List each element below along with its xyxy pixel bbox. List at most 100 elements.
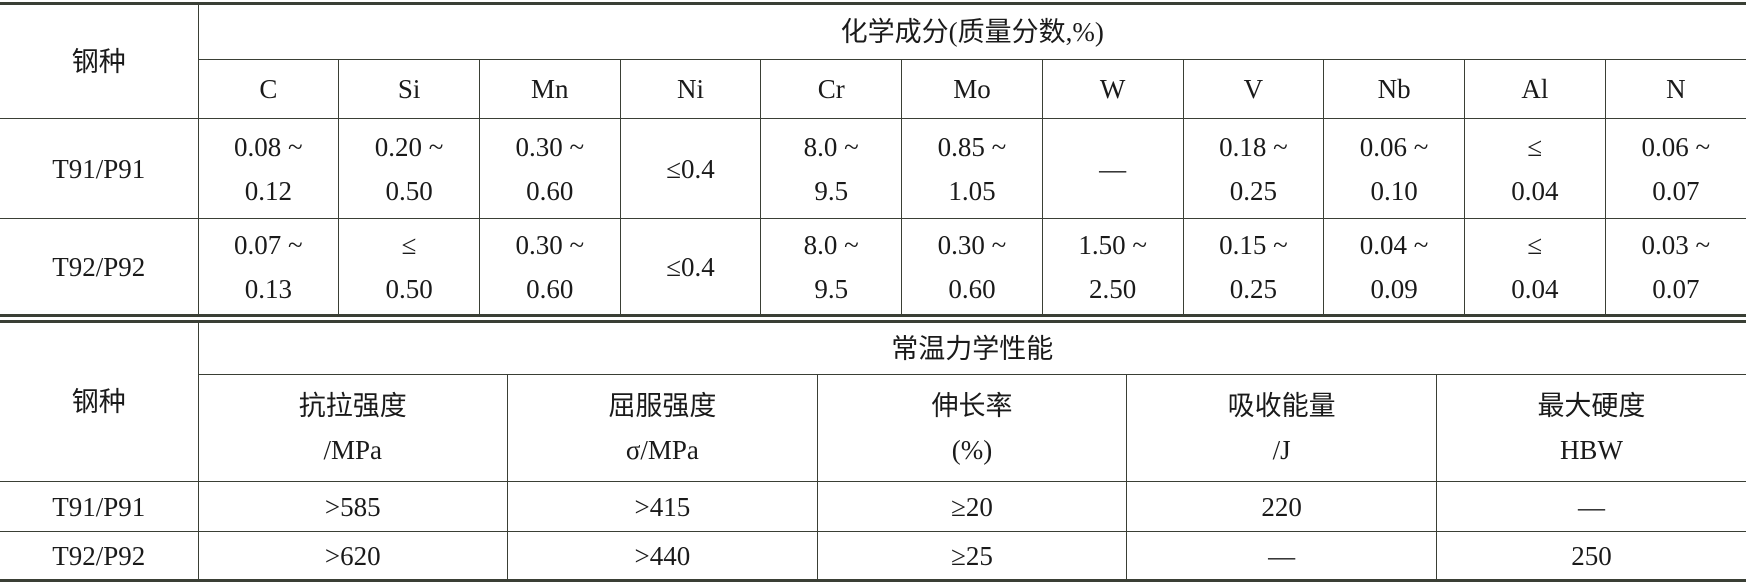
cell-line: /J (1272, 435, 1291, 465)
cell-text: T92/P92 (52, 540, 146, 571)
cell-line: ≥20 (951, 491, 993, 522)
row-label: T92/P92 (0, 531, 199, 581)
cell: — (1126, 531, 1437, 581)
column-header: 抗拉强度/MPa (198, 374, 509, 482)
cell: 0.18 ~ 0.25 (1182, 118, 1325, 219)
cell: 0.07 ~ 0.13 (197, 218, 340, 316)
cell: >440 (507, 531, 818, 581)
cell: 0.08 ~ 0.12 (197, 118, 340, 219)
cell-line: 1.05 (948, 175, 996, 206)
row-label: T92/P92 (0, 218, 199, 316)
cell-line: 0.60 (526, 175, 574, 206)
cell-line: (%) (951, 435, 993, 465)
cell: 250 (1435, 531, 1746, 581)
cell-line: 8.0 ~ (803, 229, 859, 260)
cell-line: >415 (634, 491, 691, 522)
cell-line: 9.5 (814, 175, 849, 206)
cell-line: σ/MPa (625, 435, 699, 465)
cell-line: 伸长率 (931, 391, 1013, 421)
cell: ≤0.04 (1463, 118, 1606, 219)
cell: 0.06 ~ 0.07 (1604, 118, 1746, 219)
cell-text: T91/P91 (52, 491, 146, 522)
cell-line: — (1268, 540, 1296, 571)
column-header: Si (338, 59, 480, 119)
cell-line: 0.30 ~ (937, 229, 1007, 260)
cell-line: 0.25 (1229, 273, 1278, 304)
cell-line: 250 (1571, 540, 1612, 571)
column-header: Nb (1323, 59, 1465, 119)
properties-table: 钢种 常温力学性能 抗拉强度/MPa 屈服强度 σ/MPa 伸长率 (%) 吸收能量/J 最大硬… (0, 320, 1746, 582)
cell-line: ≤0.4 (666, 153, 715, 184)
column-header: 吸收能量/J (1126, 374, 1437, 482)
cell-text: C (259, 74, 278, 104)
column-header: Ni (619, 59, 762, 119)
row-label: T91/P91 (0, 481, 199, 532)
cell-text: N (1666, 74, 1686, 104)
cell: ≤0.50 (338, 218, 480, 316)
cell-line: 吸收能量 (1227, 391, 1336, 421)
cell-line: >440 (634, 540, 691, 571)
header-cell: 钢种 (0, 321, 199, 482)
header-cell: 钢种 (0, 3, 199, 119)
cell: ≤0.04 (1463, 218, 1606, 316)
cell-line: 220 (1261, 491, 1302, 522)
cell: 0.85 ~ 1.05 (901, 118, 1043, 219)
cell-line: 抗拉强度 (298, 391, 407, 421)
cell: >415 (507, 481, 818, 532)
cell: ≥20 (816, 481, 1128, 532)
cell-line: 0.07 (1652, 273, 1700, 304)
header-row: 钢种 化学成分(质量分数,%) (0, 3, 1746, 119)
column-header: 伸长率 (%) (816, 374, 1128, 482)
cell-line: 0.06 ~ (1641, 131, 1711, 162)
cell: >585 (197, 481, 509, 532)
cell-text: 化学成分(质量分数,%) (840, 17, 1104, 47)
cell-line: ≥25 (951, 540, 993, 571)
cell-text: T92/P92 (52, 251, 146, 282)
cell-text: W (1099, 74, 1126, 104)
cell-line: 0.20 ~ (374, 131, 444, 162)
column-header: Cr (760, 59, 903, 119)
cell-text: 钢种 (71, 387, 126, 417)
cell-line: 0.15 ~ (1219, 229, 1288, 260)
cell: 8.0 ~ 9.5 (760, 218, 903, 316)
cell: >620 (197, 531, 509, 581)
cell-line: 0.30 ~ (515, 131, 585, 162)
cell-line: 0.30 ~ (515, 229, 585, 260)
cell-line: 2.50 (1089, 273, 1137, 304)
cell-line: 0.50 (385, 175, 433, 206)
cell-line: ≤ (401, 229, 417, 260)
column-header: C (198, 59, 340, 119)
cell-text: V (1243, 74, 1264, 104)
group-header: 常温力学性能 (197, 321, 1746, 375)
cell-line: 0.04 (1511, 273, 1559, 304)
column-row: C Si Mn Ni Cr Mo W V Nb Al N (0, 59, 1746, 119)
cell-line: 0.04 (1511, 175, 1559, 206)
cell: 0.30 ~ 0.60 (478, 218, 621, 316)
column-header: Al (1463, 59, 1606, 119)
cell-line: 0.85 ~ (937, 131, 1007, 162)
header-row: 钢种 常温力学性能 (0, 321, 1746, 482)
cell: ≤0.4 (619, 118, 762, 219)
cell: 0.15 ~ 0.25 (1182, 218, 1325, 316)
cell-line: 0.03 ~ (1641, 229, 1711, 260)
cell: 0.06 ~ 0.10 (1323, 118, 1465, 219)
cell-text: 常温力学性能 (891, 333, 1054, 364)
composition-table: 钢种 化学成分(质量分数,%) C Si Mn Ni Cr Mo W V Nb Al N T91/P91 0… (0, 2, 1746, 317)
cell: — (1041, 118, 1184, 219)
cell-line: 0.60 (526, 273, 574, 304)
column-header: V (1182, 59, 1325, 119)
cell-line: 0.18 ~ (1219, 131, 1288, 162)
cell: 0.30 ~ 0.60 (901, 218, 1043, 316)
cell-text: Mn (531, 74, 569, 104)
cell-text: Cr (817, 74, 845, 104)
group-header: 化学成分(质量分数,%) (197, 3, 1746, 60)
cell: 0.30 ~ 0.60 (478, 118, 621, 219)
cell: 0.04 ~ 0.09 (1323, 218, 1465, 316)
cell-line: ≤ (1527, 229, 1543, 260)
column-header: W (1041, 59, 1184, 119)
cell-text: T91/P91 (52, 153, 146, 184)
cell: 8.0 ~ 9.5 (760, 118, 903, 219)
cell-text: Mo (953, 74, 991, 104)
cell-line: 0.08 ~ (234, 131, 303, 162)
data-row: T91/P91 >585 >415 ≥20 220 — (0, 481, 1746, 532)
